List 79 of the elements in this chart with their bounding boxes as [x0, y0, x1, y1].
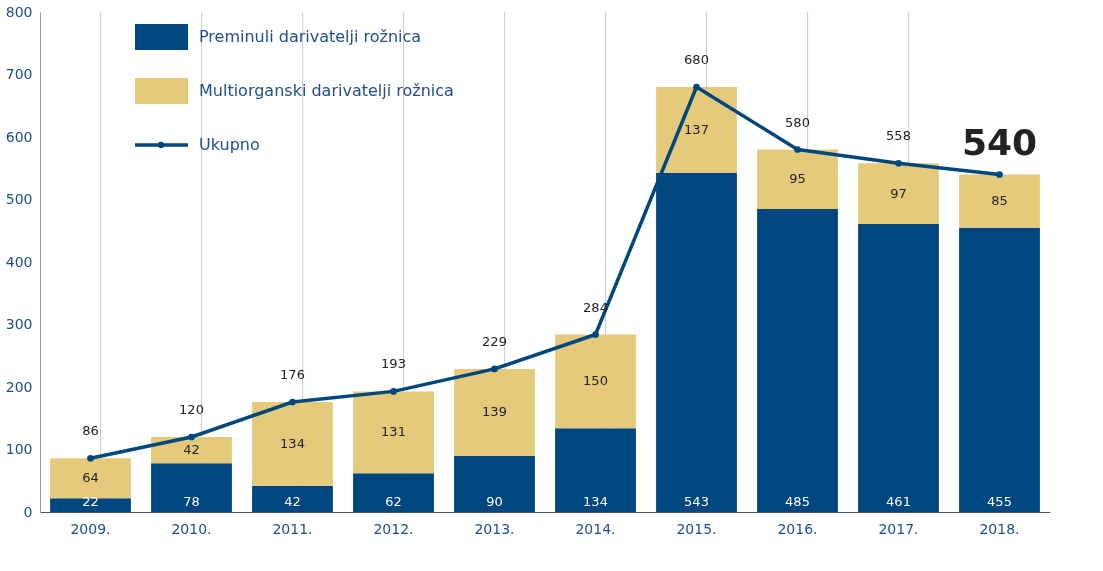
x-tick-label: 2018.: [979, 520, 1020, 537]
bar: [555, 334, 636, 429]
data-label: 137: [684, 121, 709, 137]
legend-label: Multiorganski darivatelji rožnica: [199, 81, 454, 100]
data-label: 95: [789, 171, 806, 187]
bar: [454, 368, 535, 456]
y-tick-label: 600: [5, 128, 33, 145]
data-label: 580: [785, 114, 810, 130]
data-label: 558: [886, 128, 911, 144]
y-tick-label: 300: [5, 316, 33, 332]
legend-label: Preminuli darivatelji rožnica: [199, 27, 422, 46]
data-label: 134: [280, 435, 305, 451]
data-label: 455: [987, 494, 1012, 509]
point: [188, 433, 195, 441]
data-label: 62: [385, 494, 402, 509]
data-label: 131: [381, 424, 406, 440]
y-tick-label: 0: [23, 503, 33, 520]
x-tick-label: 2017.: [878, 520, 919, 537]
y-tick-label: 100: [5, 441, 33, 457]
data-label: 78: [183, 494, 200, 509]
y-tick-label: 200: [5, 378, 33, 395]
y-tick-label: 800: [5, 3, 33, 20]
point: [289, 398, 296, 406]
x-tick-label: 2014.: [575, 520, 616, 537]
data-label: 193: [381, 356, 406, 372]
bar: [858, 163, 939, 224]
bar: [959, 174, 1040, 228]
x-tick-label: 2015.: [676, 520, 717, 537]
data-label: 90: [486, 494, 503, 509]
bar: [353, 391, 434, 474]
bar: [454, 455, 535, 512]
data-label: 134: [583, 494, 608, 509]
bar: [353, 473, 434, 512]
bar: [252, 485, 333, 512]
data-label: 176: [280, 367, 305, 382]
bar: [50, 498, 131, 512]
x-tick-label: 2012.: [373, 520, 414, 537]
bar: [50, 458, 131, 499]
point: [794, 146, 801, 153]
bar: [858, 223, 939, 512]
data-label: 42: [284, 494, 301, 509]
point: [491, 365, 498, 373]
bar: [555, 428, 636, 512]
data-label: 229: [482, 333, 507, 349]
bar: [656, 87, 737, 173]
data-label: 85: [991, 193, 1008, 209]
bar: [757, 149, 838, 209]
data-label: 120: [179, 402, 204, 417]
x-tick-label: 2011.: [272, 520, 313, 537]
y-tick-label: 500: [5, 191, 33, 207]
data-label: 86: [82, 423, 99, 439]
data-label: 22: [82, 494, 99, 509]
data-label: 139: [482, 404, 507, 420]
x-tick-label: 2013.: [474, 520, 515, 537]
data-label: 64: [82, 470, 99, 486]
point: [87, 454, 94, 462]
data-label: 540: [961, 121, 1038, 163]
y-tick-label: 400: [5, 253, 33, 270]
data-label: 680: [684, 52, 709, 67]
data-label: 461: [886, 494, 911, 509]
bar: [151, 463, 232, 512]
point: [895, 159, 902, 167]
data-label: 485: [785, 494, 810, 509]
data-label: 97: [890, 185, 907, 201]
y-tick-label: 700: [5, 66, 33, 82]
bar: [252, 402, 333, 486]
bar: [757, 208, 838, 512]
legend-label: Ukupno: [199, 135, 260, 154]
point: [592, 331, 599, 338]
data-label: 543: [684, 494, 709, 509]
x-tick-label: 2009.: [70, 520, 111, 537]
point: [693, 83, 700, 91]
point: [390, 388, 397, 395]
x-tick-label: 2016.: [777, 520, 818, 537]
data-label: 150: [583, 373, 608, 389]
data-label: 42: [183, 442, 200, 458]
bar: [959, 227, 1040, 512]
x-tick-label: 2010.: [171, 520, 212, 537]
point: [996, 171, 1003, 178]
